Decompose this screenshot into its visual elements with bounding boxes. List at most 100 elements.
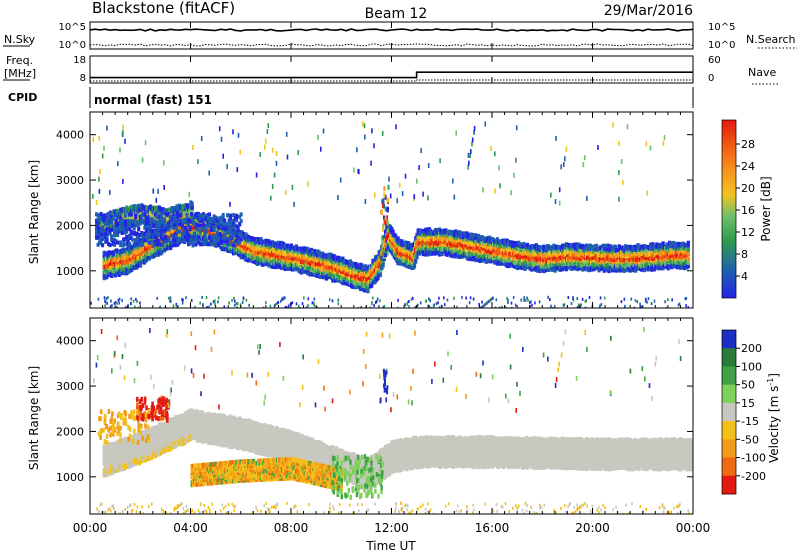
power-cell <box>530 259 535 264</box>
power-cell <box>572 242 576 248</box>
noise-right-tick-high: 10^5 <box>708 22 735 33</box>
power-cell <box>356 284 360 289</box>
power-cell <box>631 245 635 250</box>
power-cell <box>134 260 138 266</box>
power-cell <box>370 283 374 288</box>
power-cell <box>566 246 570 252</box>
power-cell <box>650 250 654 256</box>
power-cell <box>686 243 690 248</box>
power-cell <box>471 244 476 250</box>
power-cell <box>445 252 449 257</box>
power-cell <box>280 265 285 270</box>
power-cell <box>561 266 565 272</box>
power-cell <box>384 250 388 256</box>
cpid-mode-text: normal (fast) 151 <box>94 93 212 107</box>
power-cell <box>468 256 472 261</box>
power-cell <box>641 251 645 257</box>
power-cell <box>445 230 449 235</box>
power-cell <box>607 268 611 274</box>
power-cell <box>602 268 606 273</box>
power-cell <box>465 248 469 253</box>
power-cell <box>366 288 370 294</box>
power-cell <box>160 250 164 255</box>
power-cell <box>346 260 350 265</box>
power-cell <box>391 229 395 234</box>
power-cell <box>686 247 690 252</box>
noise-right-label: N.Search <box>746 33 796 46</box>
power-cell <box>582 244 586 250</box>
power-cell <box>172 228 177 234</box>
power-cell <box>495 237 499 242</box>
nave-line <box>90 79 693 82</box>
nave-tick-high: 60 <box>708 55 721 66</box>
noise-panel: N.Sky 10^5 10^0 10^5 10^0 N.Search <box>3 21 797 51</box>
power-cell <box>309 265 313 270</box>
power-cell <box>147 256 151 261</box>
power-cell <box>293 260 297 265</box>
power-cell <box>602 243 606 249</box>
power-cell <box>252 250 256 255</box>
power-cell <box>378 272 383 277</box>
power-cell <box>644 244 648 250</box>
power-cell <box>417 234 422 239</box>
power-cell <box>429 229 433 234</box>
power-cell <box>686 257 690 262</box>
power-cell <box>557 259 561 264</box>
power-cell <box>381 263 385 268</box>
power-cell <box>677 251 682 256</box>
power-cell <box>139 263 143 268</box>
cpid-label: CPID <box>8 91 37 104</box>
power-cell <box>299 246 303 252</box>
power-cell <box>414 259 418 264</box>
power-cell <box>385 246 389 252</box>
power-cell <box>613 244 618 250</box>
power-cell <box>637 253 641 258</box>
power-cell <box>341 256 345 262</box>
power-cell <box>372 265 376 270</box>
power-cell <box>125 260 129 265</box>
power-cell <box>636 243 640 248</box>
power-cell <box>157 245 161 251</box>
power-cell <box>221 222 226 228</box>
power-cell <box>283 249 287 254</box>
power-cell <box>259 243 263 249</box>
beam-title: Beam 12 <box>365 6 428 22</box>
power-cell <box>453 239 457 245</box>
power-cell <box>117 272 121 277</box>
power-cell <box>503 252 507 257</box>
power-cell <box>510 240 514 245</box>
power-cell <box>634 244 638 250</box>
power-cell <box>581 256 585 261</box>
power-cell <box>396 236 400 241</box>
power-cell <box>267 244 271 250</box>
power-cell <box>277 240 281 246</box>
power-cell <box>544 267 548 272</box>
power-cell <box>169 245 173 251</box>
freq-label-1: Freq. <box>6 54 33 67</box>
power-cell <box>686 240 690 246</box>
power-cell <box>390 227 394 232</box>
noise-left-tick-high: 10^5 <box>59 22 86 33</box>
power-cell <box>566 252 570 258</box>
power-cell <box>536 268 540 273</box>
power-cell <box>377 264 381 269</box>
power-cell <box>606 258 610 264</box>
power-cell <box>247 234 251 240</box>
noise-sky-line <box>89 28 694 32</box>
power-heatmap <box>90 121 690 308</box>
power-cell <box>650 267 654 272</box>
power-cell <box>415 254 419 259</box>
station-title: Blackstone (fitACF) <box>92 0 235 17</box>
nave-label: Nave <box>748 66 776 79</box>
power-cell <box>289 261 293 266</box>
power-cell <box>277 261 281 266</box>
power-cell <box>424 252 428 257</box>
power-cell <box>257 237 261 242</box>
noise-right-tick-low: 10^0 <box>708 40 735 51</box>
power-cell <box>360 272 364 277</box>
power-cell <box>625 264 629 269</box>
power-cell <box>618 245 623 251</box>
power-cell <box>376 275 380 281</box>
